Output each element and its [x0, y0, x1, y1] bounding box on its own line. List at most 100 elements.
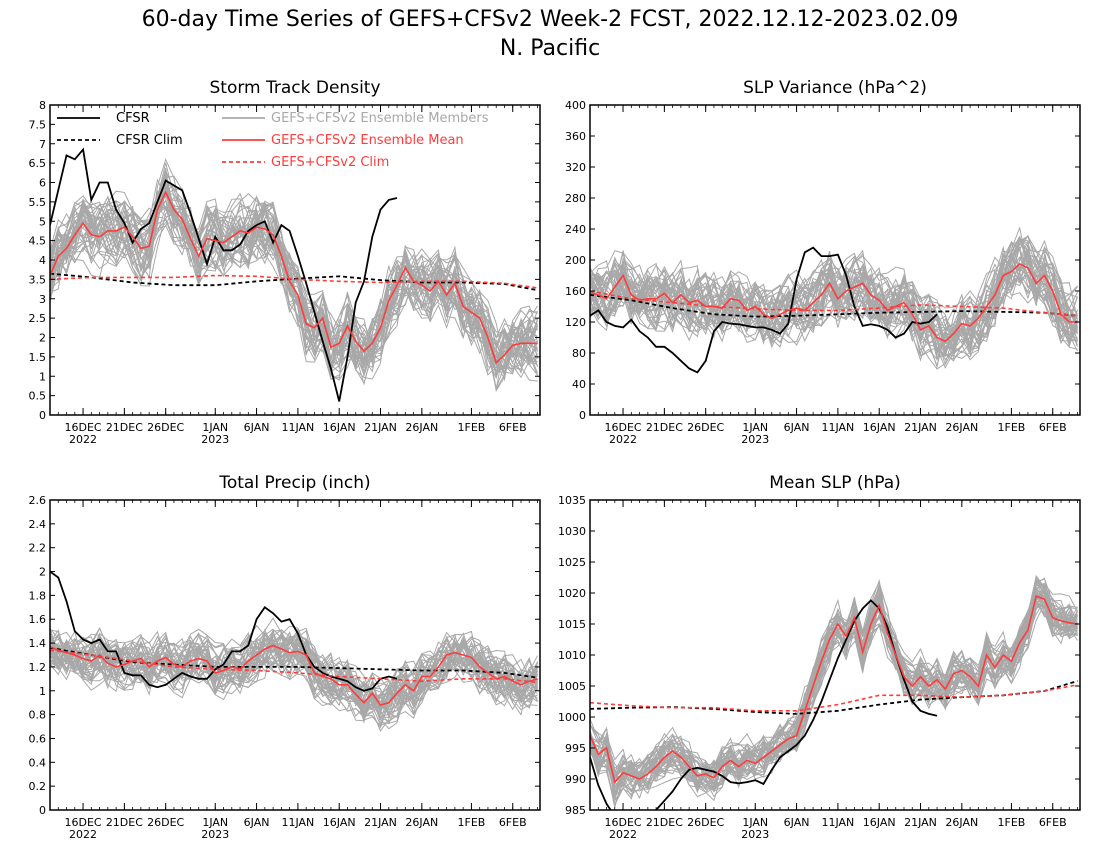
- series-cfsr-clim: [590, 680, 1078, 715]
- ensemble-member-line: [590, 245, 1078, 355]
- ensemble-member-line: [590, 582, 1078, 794]
- x-tick-label: 26JAN: [405, 816, 438, 829]
- y-tick-label: 4: [39, 254, 46, 267]
- y-tick-label: 240: [565, 223, 586, 236]
- y-tick-label: 1.8: [29, 589, 47, 602]
- x-tick-label: 6JAN: [244, 816, 270, 829]
- x-tick-label: 26JAN: [945, 421, 978, 434]
- y-tick-label: 0.8: [29, 709, 47, 722]
- ensemble-member-line: [50, 630, 538, 727]
- y-tick-label: 8: [39, 99, 46, 112]
- x-tick-year: 2023: [741, 828, 769, 841]
- y-tick-label: 0.2: [29, 780, 47, 793]
- series-cfsr: [50, 147, 398, 402]
- panel-title: Mean SLP (hPa): [769, 473, 901, 493]
- legend-label: CFSR: [116, 111, 150, 126]
- x-tick-label: 11JAN: [281, 421, 314, 434]
- x-tick-label: 21DEC: [106, 816, 143, 829]
- x-tick-label: 16JAN: [863, 816, 896, 829]
- y-tick-label: 400: [565, 99, 586, 112]
- y-tick-label: 1005: [558, 680, 586, 693]
- plot-frame: [49, 499, 541, 811]
- x-tick-label: 26DEC: [687, 816, 724, 829]
- ensemble-member-line: [50, 631, 538, 717]
- y-tick-label: 2.2: [29, 542, 47, 555]
- x-tick-label: 26JAN: [945, 816, 978, 829]
- y-tick-label: 7: [39, 138, 46, 151]
- series-gefs-cfsv2-clim: [590, 290, 1078, 317]
- y-tick-label: 1020: [558, 587, 586, 600]
- x-tick-label: 1FEB: [998, 816, 1026, 829]
- ensemble-member-line: [50, 630, 538, 719]
- ensemble-members: [590, 574, 1078, 808]
- series-cfsr: [50, 570, 398, 692]
- x-tick-label: 6JAN: [784, 421, 810, 434]
- ensemble-member-line: [590, 578, 1078, 802]
- legend-label: GEFS+CFSv2 Clim: [271, 155, 389, 170]
- series-gefs-cfsv2-ensemble-mean: [50, 190, 538, 365]
- x-tick-label: 26DEC: [147, 816, 184, 829]
- legend-label: CFSR Clim: [116, 133, 183, 148]
- ensemble-member-line: [50, 629, 538, 697]
- y-tick-label: 5.5: [29, 196, 47, 209]
- x-tick-label: 21JAN: [364, 421, 397, 434]
- y-tick-label: 4.5: [29, 235, 47, 248]
- y-tick-label: 0.6: [29, 732, 47, 745]
- x-tick-label: 1FEB: [458, 816, 486, 829]
- figure-title-line2: N. Pacific: [500, 36, 600, 61]
- y-tick-label: 0: [579, 409, 586, 422]
- series-gefs-cfsv2-ensemble-mean: [590, 595, 1078, 784]
- y-tick-label: 1.5: [29, 351, 47, 364]
- series-gefs-cfsv2-ensemble-mean: [50, 644, 538, 707]
- panel-storm-track-density: Storm Track Density 0 0.5 1 1.5 2 2.5 3 3.5 4 4.5 5…: [29, 78, 541, 446]
- ensemble-member-line: [50, 195, 538, 390]
- ensemble-member-line: [590, 257, 1078, 353]
- ensemble-member-line: [50, 642, 538, 718]
- x-tick-label: 16DEC: [64, 816, 101, 829]
- series-gefs-cfsv2-ensemble-mean: [590, 262, 1078, 343]
- y-tick-label: 360: [565, 130, 586, 143]
- y-tick-label: 6: [39, 177, 46, 190]
- x-tick-label: 1FEB: [998, 421, 1026, 434]
- series-cfsr: [590, 246, 938, 374]
- y-tick-label: 1: [39, 685, 46, 698]
- x-tick-label: 21DEC: [106, 421, 143, 434]
- y-tick-label: 1025: [558, 556, 586, 569]
- x-tick-label: 11JAN: [821, 816, 854, 829]
- x-tick-label: 26DEC: [687, 421, 724, 434]
- x-tick-label: 6JAN: [784, 816, 810, 829]
- x-tick-label: 16JAN: [323, 421, 356, 434]
- y-tick-label: 0.5: [29, 390, 47, 403]
- x-tick-year: 2023: [741, 433, 769, 446]
- series-cfsr-clim: [50, 646, 538, 679]
- y-tick-label: 995: [565, 742, 586, 755]
- x-tick-label: 16DEC: [64, 421, 101, 434]
- ensemble-member-line: [590, 593, 1078, 792]
- x-tick-label: 21DEC: [646, 816, 683, 829]
- plot-frame: [49, 104, 541, 416]
- y-tick-label: 2.5: [29, 312, 47, 325]
- x-tick-year: 2022: [69, 433, 97, 446]
- legend: CFSR CFSR Clim GEFS+CFSv2 Ensemble Members…: [57, 111, 489, 170]
- x-tick-label: 21JAN: [904, 421, 937, 434]
- ensemble-member-line: [50, 172, 538, 378]
- y-tick-label: 1035: [558, 494, 586, 507]
- x-tick-year: 2023: [201, 828, 229, 841]
- ensemble-members: [590, 226, 1078, 370]
- x-tick-year: 2022: [609, 433, 637, 446]
- y-tick-label: 2.6: [29, 494, 47, 507]
- x-tick-label: 6JAN: [244, 421, 270, 434]
- y-tick-label: 7.5: [29, 118, 47, 131]
- panel-total-precip: Total Precip (inch) 0 0.2 0.4 0.6 0.8 1 1.2 1.4 1…: [29, 473, 541, 841]
- y-tick-label: 40: [572, 378, 586, 391]
- x-tick-label: 6FEB: [1039, 421, 1067, 434]
- y-tick-label: 80: [572, 347, 586, 360]
- y-tick-label: 3: [39, 293, 46, 306]
- ensemble-member-line: [50, 162, 538, 365]
- x-tick-label: 11JAN: [821, 421, 854, 434]
- y-tick-label: 280: [565, 192, 586, 205]
- y-tick-label: 1.6: [29, 613, 47, 626]
- x-tick-label: 1JAN: [742, 816, 768, 829]
- panel-title: Total Precip (inch): [218, 473, 370, 493]
- x-tick-label: 6FEB: [1039, 816, 1067, 829]
